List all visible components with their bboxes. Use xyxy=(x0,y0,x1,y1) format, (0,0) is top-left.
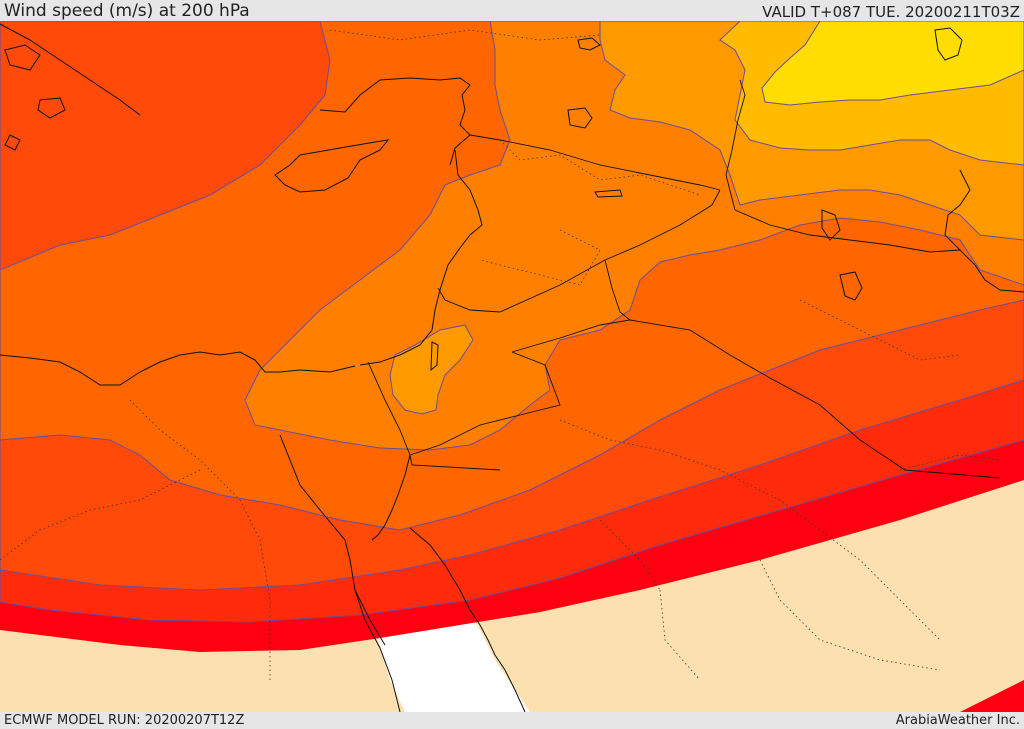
credit-label: ArabiaWeather Inc. xyxy=(895,713,1020,728)
band-yellow xyxy=(761,21,1024,106)
region-boundaries xyxy=(0,29,1001,681)
header-bar: Wind speed (m/s) at 200 hPa VALID T+087 … xyxy=(0,0,1024,21)
footer-bar: ECMWF MODEL RUN: 20200207T12Z ArabiaWeat… xyxy=(0,712,1024,729)
map-title: Wind speed (m/s) at 200 hPa xyxy=(4,1,250,21)
red-sea xyxy=(375,612,530,712)
model-run-label: ECMWF MODEL RUN: 20200207T12Z xyxy=(4,713,245,728)
band-red-orange-north xyxy=(0,21,331,271)
map-canvas xyxy=(0,21,1024,712)
band-bright-red-corner xyxy=(960,680,1024,712)
valid-time: VALID T+087 TUE. 20200211T03Z xyxy=(762,3,1020,21)
wind-speed-map xyxy=(0,21,1024,712)
coastlines xyxy=(0,23,1024,712)
